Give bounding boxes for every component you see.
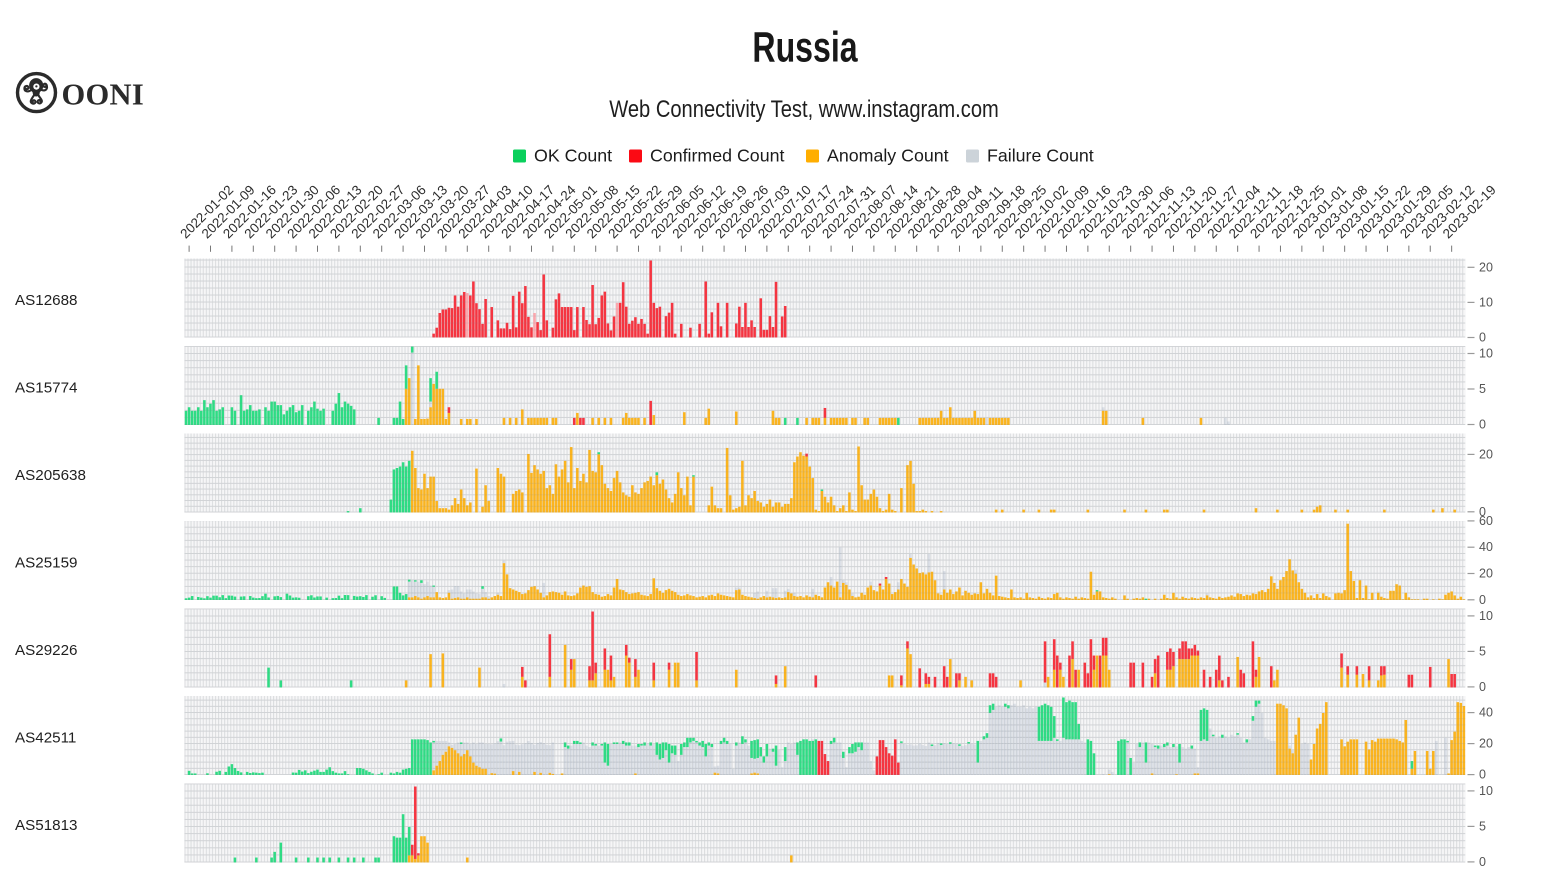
svg-text:0: 0 [1479,680,1486,694]
svg-text:0: 0 [1479,768,1486,782]
svg-text:0: 0 [1479,505,1486,519]
svg-text:20: 20 [1479,447,1493,461]
svg-text:5: 5 [1479,819,1486,833]
svg-text:OONI: OONI [62,78,145,112]
svg-text:40: 40 [1479,540,1493,554]
svg-text:20: 20 [1479,260,1493,274]
svg-text:AS15774: AS15774 [15,380,78,397]
svg-text:OK Count: OK Count [534,146,612,166]
svg-text:AS29226: AS29226 [15,642,78,659]
svg-text:5: 5 [1479,382,1486,396]
svg-text:Web Connectivity Test, www.ins: Web Connectivity Test, www.instagram.com [609,95,999,122]
svg-text:AS205638: AS205638 [15,467,86,484]
svg-text:20: 20 [1479,567,1493,581]
svg-text:Anomaly Count: Anomaly Count [827,146,949,166]
svg-text:20: 20 [1479,737,1493,751]
svg-text:40: 40 [1479,706,1493,720]
svg-text:AS12688: AS12688 [15,292,78,309]
svg-text:AS51813: AS51813 [15,817,78,834]
svg-text:10: 10 [1479,347,1493,361]
svg-text:Russia: Russia [752,23,858,70]
svg-text:0: 0 [1479,331,1486,345]
svg-text:60: 60 [1479,514,1493,528]
svg-text:AS42511: AS42511 [15,730,76,747]
svg-text:10: 10 [1479,609,1493,623]
svg-text:0: 0 [1479,418,1486,432]
svg-text:10: 10 [1479,295,1493,309]
svg-text:0: 0 [1479,593,1486,607]
svg-text:Confirmed Count: Confirmed Count [650,146,784,166]
svg-text:5: 5 [1479,644,1486,658]
svg-text:Failure Count: Failure Count [987,146,1094,166]
svg-text:0: 0 [1479,855,1486,869]
svg-text:10: 10 [1479,784,1493,798]
svg-text:AS25159: AS25159 [15,555,78,572]
